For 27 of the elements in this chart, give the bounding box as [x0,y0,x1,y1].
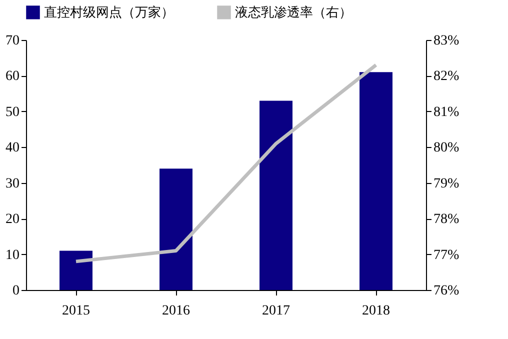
x-tick-label: 2017 [262,304,290,318]
y2-tick-label: 82% [434,69,460,84]
x-tick-label: 2018 [362,304,390,318]
x-tick-label: 2015 [62,304,90,318]
y-tick-label: 10 [6,248,20,263]
y-tick-label: 50 [6,104,20,120]
y2-tick-label: 80% [434,140,460,156]
bar [60,250,92,290]
y2-tick-label: 76% [434,284,460,298]
bar [360,72,392,290]
legend-label: 直控村级网点（万家） [44,4,174,20]
line-series [74,63,378,264]
y-tick-label: 60 [6,69,20,84]
y-tick-label: 0 [12,284,20,298]
y2-tick-label: 77% [434,248,460,263]
x-tick-label: 2016 [162,304,190,318]
bar [160,168,192,290]
y2-tick-label: 79% [434,176,460,192]
y-tick-label: 70 [6,34,20,48]
y2-tick-label: 81% [434,104,460,120]
bar [260,100,292,290]
y2-tick-label: 83% [434,34,460,48]
y-tick-label: 30 [6,176,20,192]
y2-tick-label: 78% [434,212,460,228]
legend-label: 液态乳渗透率（右） [235,4,352,20]
y-tick-label: 20 [6,212,20,228]
y-tick-label: 40 [6,140,20,156]
